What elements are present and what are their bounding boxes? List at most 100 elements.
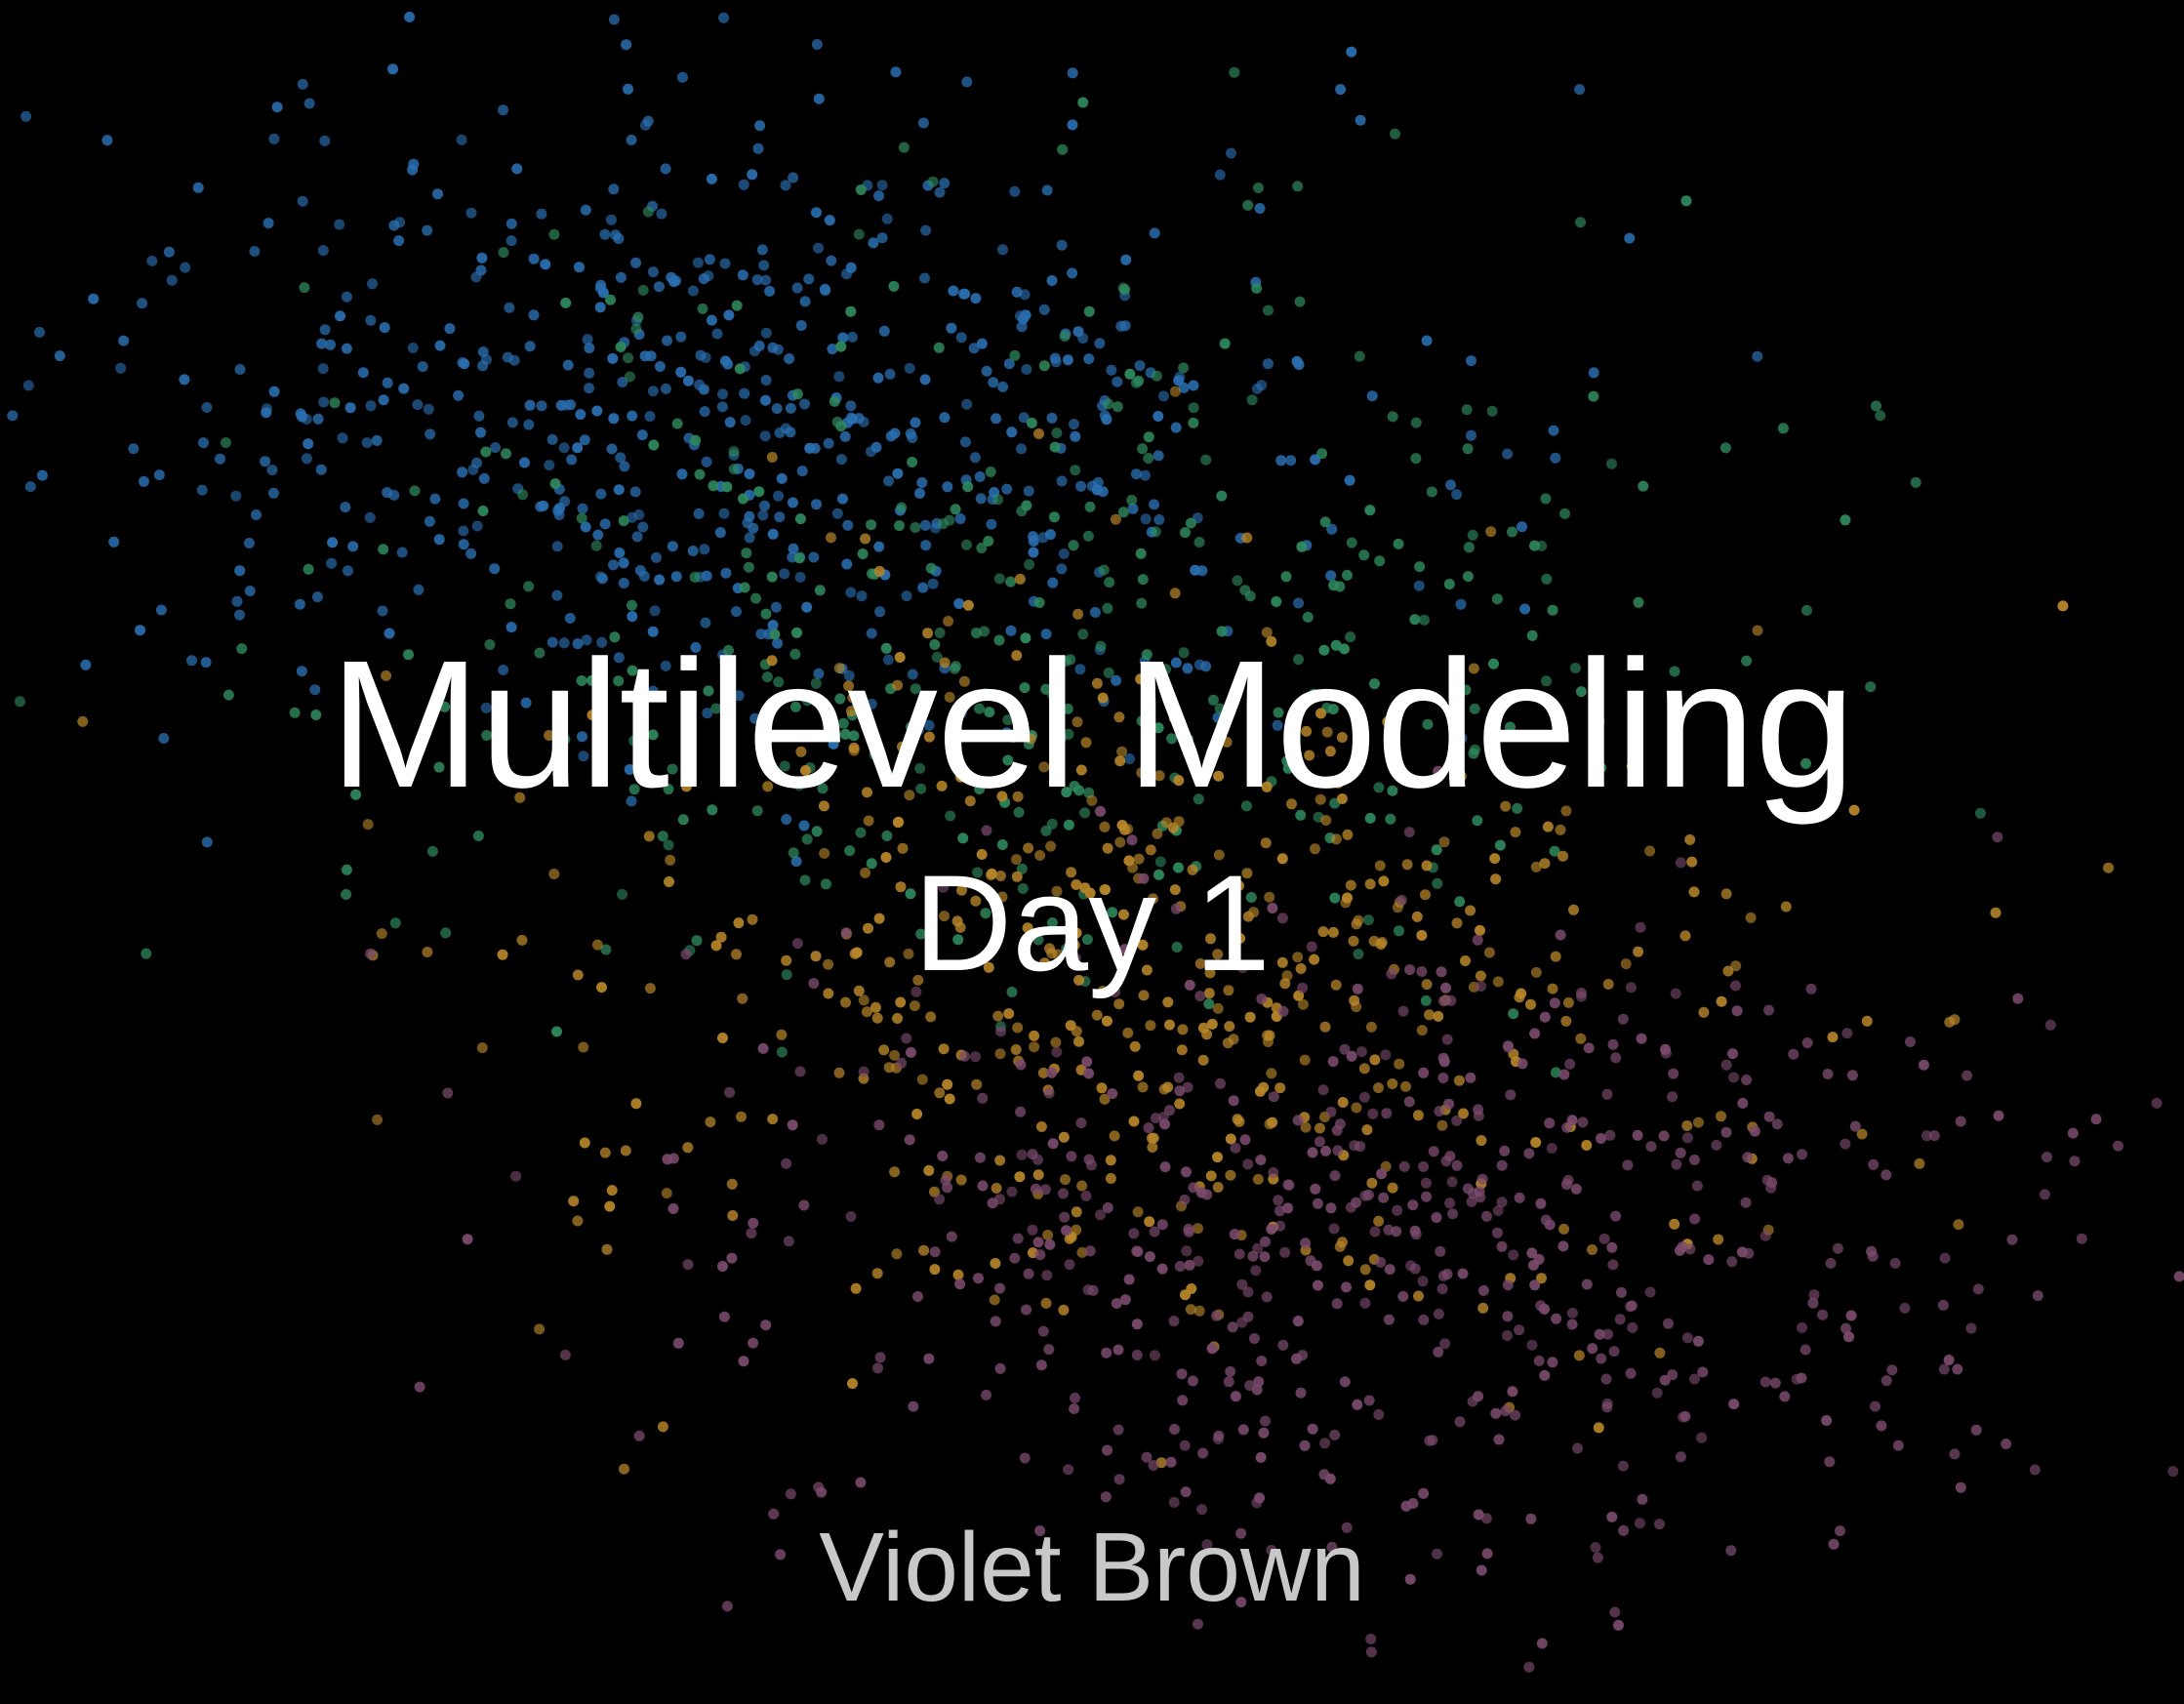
- dot-gold: [1295, 963, 1307, 974]
- dot-green: [1061, 943, 1072, 954]
- dot-gold: [1261, 627, 1273, 638]
- dot-gold: [925, 1011, 937, 1023]
- dot-green: [793, 552, 805, 564]
- dot-green: [791, 388, 803, 400]
- dot-mauve: [2167, 1466, 2179, 1478]
- dot-gold: [1010, 1044, 1022, 1055]
- dot-mauve: [1328, 1223, 1340, 1235]
- dot-blue: [942, 481, 953, 493]
- dot-blue: [394, 217, 406, 228]
- dot-blue: [1517, 521, 1527, 533]
- dot-gold: [1014, 1171, 1026, 1183]
- dot-mauve: [1594, 715, 1605, 727]
- dot-gold: [1069, 939, 1080, 951]
- dot-blue: [471, 520, 483, 532]
- dot-mauve: [1689, 1373, 1700, 1385]
- dot-blue: [504, 302, 515, 313]
- dot-blue: [991, 413, 1002, 425]
- dot-mauve: [1187, 1375, 1198, 1387]
- dot-gold: [705, 1116, 716, 1128]
- dot-blue: [813, 242, 824, 254]
- dot-blue: [1006, 426, 1018, 438]
- dot-mauve: [1678, 1411, 1689, 1423]
- dot-blue: [1574, 84, 1586, 96]
- dot-mauve: [724, 1086, 736, 1098]
- dot-green: [834, 693, 846, 705]
- dot-mauve: [1962, 1070, 1973, 1081]
- dot-gold: [1113, 711, 1125, 723]
- dot-gold: [1455, 770, 1467, 782]
- dot-mauve: [1242, 1158, 1254, 1170]
- dot-green: [919, 691, 931, 703]
- dot-mauve: [981, 825, 992, 836]
- dot-green: [1126, 495, 1138, 506]
- dot-mauve: [1594, 1328, 1605, 1340]
- dot-blue: [647, 385, 659, 397]
- dot-mauve: [1183, 1223, 1194, 1235]
- dot-green: [299, 282, 310, 294]
- dot-green: [409, 485, 421, 497]
- dot-green: [1232, 575, 1243, 587]
- dot-blue: [919, 519, 931, 531]
- dot-blue: [538, 500, 549, 511]
- dot-blue: [975, 493, 987, 505]
- dot-mauve: [1311, 1260, 1322, 1272]
- dot-gold: [971, 1078, 983, 1090]
- dot-mauve: [1320, 1145, 1331, 1156]
- dot-blue: [627, 410, 638, 422]
- dot-blue: [699, 406, 710, 418]
- dot-gold: [1162, 996, 1174, 1008]
- dot-green: [875, 756, 887, 768]
- dot-gold: [1684, 833, 1696, 845]
- dot-green: [1443, 579, 1455, 589]
- dot-blue: [511, 163, 523, 175]
- dot-blue: [347, 541, 359, 552]
- dot-gold: [1475, 970, 1486, 982]
- dot-blue: [297, 78, 308, 90]
- dot-gold: [1197, 1054, 1209, 1066]
- dot-mauve: [1539, 1369, 1551, 1381]
- dot-green: [934, 628, 946, 638]
- dot-gold: [1483, 947, 1495, 958]
- dot-blue: [760, 274, 772, 286]
- dot-blue: [367, 278, 378, 290]
- dot-blue: [618, 578, 629, 588]
- dot-blue: [845, 412, 857, 424]
- dot-mauve: [1297, 982, 1309, 994]
- dot-blue: [565, 399, 577, 411]
- dot-blue: [311, 591, 323, 603]
- dot-gold: [1234, 880, 1244, 892]
- dot-green: [835, 341, 847, 352]
- dot-green: [551, 1026, 562, 1037]
- dot-gold: [776, 1029, 788, 1040]
- dot-blue: [841, 268, 852, 280]
- dot-mauve: [1502, 1311, 1514, 1322]
- dot-gold: [1045, 840, 1057, 852]
- dot-gold: [1167, 822, 1179, 833]
- dot-mauve: [1235, 1527, 1247, 1539]
- dot-blue: [654, 361, 666, 372]
- slide-title: Multilevel Modeling: [329, 624, 1856, 826]
- dot-mauve: [1107, 1088, 1118, 1100]
- dot-blue: [629, 486, 641, 498]
- dot-blue: [613, 484, 625, 496]
- dot-green: [1021, 500, 1032, 511]
- dot-blue: [1083, 353, 1095, 365]
- dot-gold: [1244, 1011, 1256, 1023]
- dot-mauve: [1047, 1138, 1059, 1150]
- dot-mauve: [1921, 1130, 1932, 1142]
- dot-green: [576, 512, 587, 524]
- dot-green: [1373, 782, 1385, 793]
- dot-gold: [1343, 1255, 1355, 1267]
- dot-gold: [1152, 828, 1163, 839]
- dot-blue: [340, 502, 351, 513]
- dot-gold: [1101, 1015, 1112, 1027]
- dot-gold: [1342, 829, 1354, 840]
- dot-gold: [372, 1114, 384, 1125]
- dot-mauve: [1503, 1040, 1514, 1052]
- dot-mauve: [1334, 1118, 1346, 1130]
- dot-blue: [153, 469, 165, 481]
- dot-green: [1117, 507, 1129, 518]
- dot-blue: [828, 738, 839, 750]
- dot-gold: [951, 915, 963, 927]
